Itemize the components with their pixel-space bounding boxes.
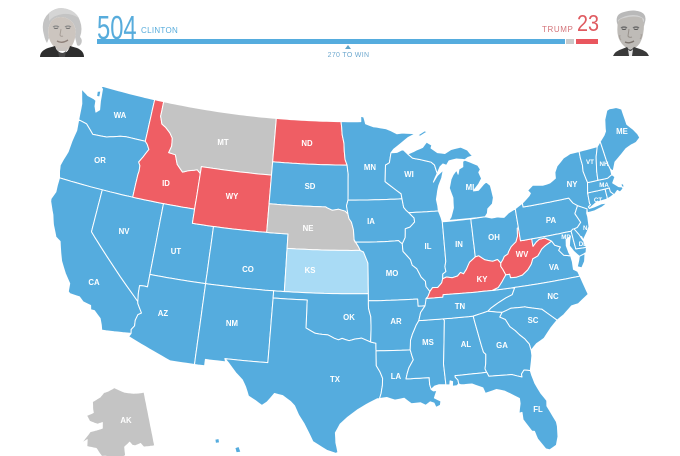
svg-text:OH: OH bbox=[488, 233, 500, 242]
svg-text:KY: KY bbox=[477, 275, 489, 284]
svg-text:NY: NY bbox=[567, 180, 579, 189]
svg-text:ND: ND bbox=[301, 139, 313, 148]
svg-text:DE: DE bbox=[579, 241, 588, 248]
svg-text:TN: TN bbox=[455, 302, 466, 311]
svg-text:WI: WI bbox=[404, 170, 414, 179]
svg-text:IL: IL bbox=[425, 242, 432, 251]
svg-text:AL: AL bbox=[461, 340, 472, 349]
svg-text:KS: KS bbox=[305, 266, 316, 275]
svg-text:CO: CO bbox=[242, 265, 254, 274]
svg-text:AK: AK bbox=[120, 416, 132, 425]
svg-text:WV: WV bbox=[516, 250, 529, 259]
svg-text:MN: MN bbox=[364, 163, 376, 172]
svg-text:LA: LA bbox=[391, 372, 402, 381]
svg-text:CA: CA bbox=[88, 278, 100, 287]
svg-text:ME: ME bbox=[616, 127, 628, 136]
svg-text:NJ: NJ bbox=[583, 225, 591, 232]
svg-text:WY: WY bbox=[226, 192, 239, 201]
svg-text:SD: SD bbox=[305, 182, 316, 191]
svg-text:MT: MT bbox=[217, 138, 228, 147]
svg-text:UT: UT bbox=[171, 247, 182, 256]
svg-text:IN: IN bbox=[455, 240, 463, 249]
svg-text:GA: GA bbox=[496, 341, 508, 350]
svg-text:OK: OK bbox=[343, 313, 355, 322]
svg-text:AZ: AZ bbox=[158, 309, 169, 318]
svg-text:VT: VT bbox=[586, 159, 594, 166]
svg-text:VA: VA bbox=[549, 263, 560, 272]
svg-text:AR: AR bbox=[390, 317, 402, 326]
svg-text:MS: MS bbox=[422, 338, 434, 347]
svg-text:NM: NM bbox=[226, 319, 238, 328]
svg-text:IA: IA bbox=[367, 217, 375, 226]
svg-text:FL: FL bbox=[533, 405, 543, 414]
svg-text:SC: SC bbox=[528, 316, 539, 325]
svg-text:MI: MI bbox=[466, 183, 475, 192]
svg-text:TX: TX bbox=[330, 375, 341, 384]
svg-text:WA: WA bbox=[114, 111, 127, 120]
svg-text:NC: NC bbox=[547, 292, 559, 301]
svg-text:NH: NH bbox=[600, 161, 609, 168]
svg-text:MA: MA bbox=[599, 182, 609, 189]
svg-text:PA: PA bbox=[546, 216, 557, 225]
svg-text:NV: NV bbox=[119, 227, 131, 236]
svg-text:MD: MD bbox=[561, 234, 571, 241]
svg-text:OR: OR bbox=[94, 156, 106, 165]
svg-text:ID: ID bbox=[162, 179, 170, 188]
svg-text:CT: CT bbox=[594, 197, 602, 204]
svg-text:NE: NE bbox=[303, 224, 314, 233]
svg-text:MO: MO bbox=[386, 269, 399, 278]
